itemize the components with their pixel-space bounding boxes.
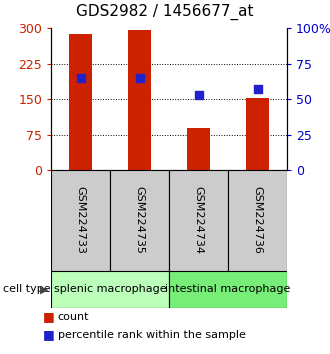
Bar [228, 170, 287, 271]
Text: count: count [58, 312, 89, 322]
Bar [187, 129, 211, 170]
Point [78, 75, 83, 81]
Text: GSM224735: GSM224735 [135, 187, 145, 254]
Point [137, 75, 142, 81]
Bar [169, 170, 228, 271]
Text: GSM224734: GSM224734 [194, 186, 204, 255]
Point [255, 86, 260, 92]
Point [196, 92, 201, 98]
Bar [51, 170, 110, 271]
Text: GSM224736: GSM224736 [252, 187, 263, 254]
Text: ▶: ▶ [40, 284, 49, 295]
Bar [110, 170, 169, 271]
Text: GSM224733: GSM224733 [76, 187, 86, 254]
Text: splenic macrophage: splenic macrophage [54, 284, 166, 295]
Bar [246, 98, 269, 170]
Text: percentile rank within the sample: percentile rank within the sample [58, 330, 246, 339]
Text: GDS2982 / 1456677_at: GDS2982 / 1456677_at [76, 4, 254, 21]
Bar [169, 271, 287, 308]
Bar [69, 34, 92, 170]
Bar [128, 30, 151, 170]
Text: ■: ■ [43, 310, 55, 323]
Text: ■: ■ [43, 328, 55, 341]
Text: cell type: cell type [3, 284, 51, 295]
Bar [51, 271, 169, 308]
Text: intestinal macrophage: intestinal macrophage [165, 284, 291, 295]
